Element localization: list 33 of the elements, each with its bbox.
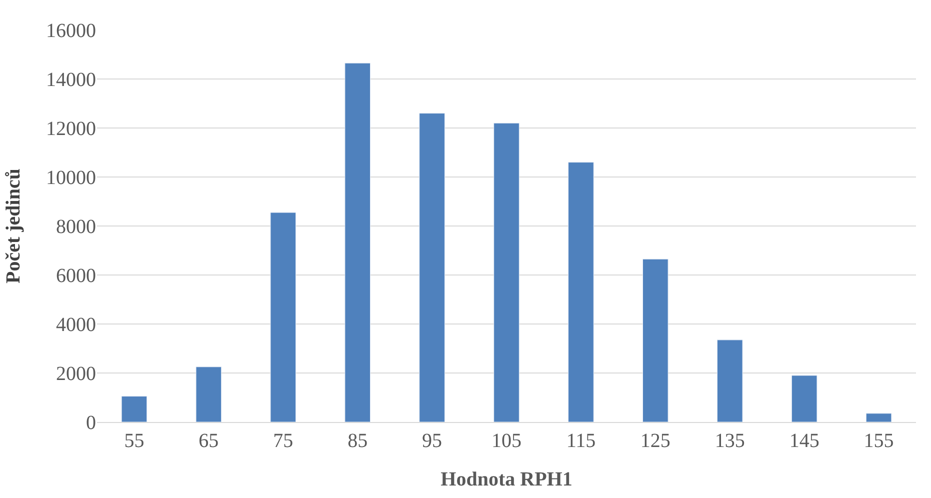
x-tick-label: 95	[422, 430, 442, 452]
x-tick-label: 85	[348, 430, 368, 452]
bar	[642, 258, 668, 422]
bar	[270, 212, 296, 422]
bar	[791, 375, 818, 422]
x-tick-label: 65	[198, 430, 219, 452]
bar	[494, 122, 520, 422]
y-tick-label: 12000	[46, 118, 96, 140]
y-axis-title: Počet jedinců	[2, 168, 24, 284]
x-tick-label: 145	[789, 430, 820, 452]
bar	[866, 413, 892, 422]
y-tick-label: 10000	[46, 167, 96, 189]
bar	[716, 340, 743, 422]
x-tick-label: 55	[124, 430, 144, 452]
bar	[196, 366, 222, 422]
y-tick-label: 6000	[56, 265, 96, 287]
y-tick-label: 4000	[56, 314, 96, 336]
x-tick-label: 115	[566, 430, 596, 452]
y-tick-label: 14000	[46, 69, 96, 91]
bar	[419, 113, 445, 422]
bar	[568, 162, 594, 422]
x-axis-title: Hodnota RPH1	[440, 468, 572, 490]
bar	[344, 62, 370, 422]
x-tick-label: 155	[864, 430, 894, 452]
bar	[121, 396, 148, 422]
y-tick-label: 2000	[56, 363, 96, 385]
y-tick-label: 8000	[56, 216, 96, 238]
x-tick-label: 75	[273, 430, 294, 452]
y-tick-label: 16000	[46, 20, 96, 42]
x-tick-label: 125	[640, 430, 670, 452]
x-tick-label: 135	[714, 430, 745, 452]
y-tick-label: 0	[86, 412, 96, 434]
x-tick-label: 105	[492, 430, 522, 452]
